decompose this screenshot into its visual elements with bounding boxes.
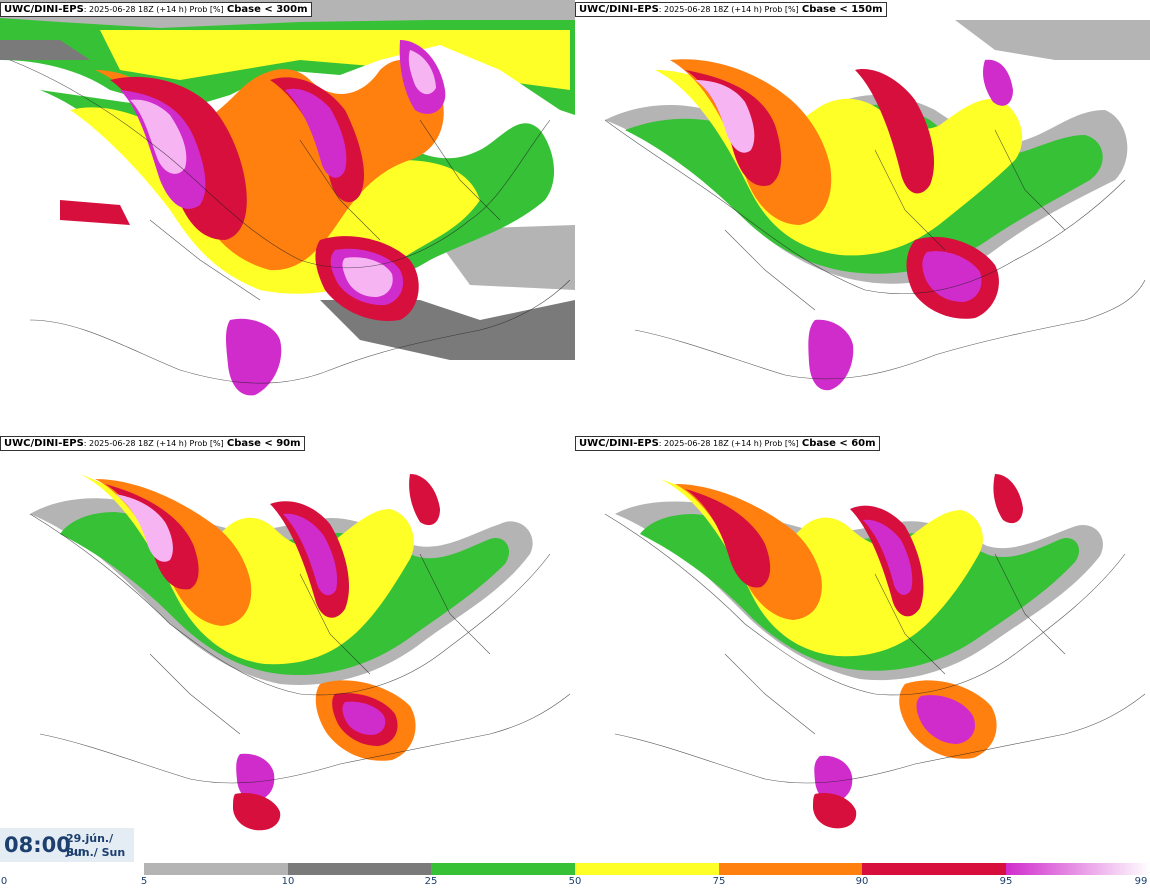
- colorbar-segment-5-10: [144, 863, 288, 875]
- valid-time-box: 08:00 29.jún./ Jun Sun./ Sun: [0, 828, 134, 862]
- map-panel-cbase-90: UWC/DINI-EPS: 2025-06-28 18Z (+14 h) Pro…: [0, 434, 575, 859]
- colorbar-tick-90: 90: [855, 876, 869, 887]
- colorbar-tick-0: 0: [0, 876, 8, 887]
- panel-title: UWC/DINI-EPS: 2025-06-28 18Z (+14 h) Pro…: [0, 436, 305, 451]
- valid-day: Sun./ Sun: [66, 846, 126, 859]
- iceland-probability-map: [0, 0, 575, 425]
- colorbar-tick-95: 95: [999, 876, 1013, 887]
- valid-time-clock: 08:00: [4, 833, 71, 857]
- valid-date: 29.jún./ Jun: [66, 832, 114, 858]
- colorbar-segment-90-95: [862, 863, 1006, 875]
- probability-colorbar: [144, 863, 1150, 875]
- colorbar-tick-25: 25: [424, 876, 438, 887]
- colorbar-segment-50-75: [575, 863, 719, 875]
- colorbar-tick-99: 99: [1134, 876, 1148, 887]
- map-panel-cbase-60: UWC/DINI-EPS: 2025-06-28 18Z (+14 h) Pro…: [575, 434, 1150, 859]
- iceland-probability-map: [0, 434, 575, 859]
- map-panel-cbase-300: UWC/DINI-EPS: 2025-06-28 18Z (+14 h) Pro…: [0, 0, 575, 425]
- colorbar-tick-10: 10: [281, 876, 295, 887]
- colorbar-segment-25-50: [431, 863, 575, 875]
- panel-title: UWC/DINI-EPS: 2025-06-28 18Z (+14 h) Pro…: [575, 436, 880, 451]
- colorbar-segment-10-25: [288, 863, 431, 875]
- panel-title: UWC/DINI-EPS: 2025-06-28 18Z (+14 h) Pro…: [0, 2, 312, 17]
- colorbar-tick-50: 50: [568, 876, 582, 887]
- map-panel-cbase-150: UWC/DINI-EPS: 2025-06-28 18Z (+14 h) Pro…: [575, 0, 1150, 425]
- panel-title: UWC/DINI-EPS: 2025-06-28 18Z (+14 h) Pro…: [575, 2, 887, 17]
- iceland-probability-map: [575, 0, 1150, 425]
- colorbar-tick-5: 5: [140, 876, 148, 887]
- colorbar-segment-75-90: [719, 863, 862, 875]
- iceland-probability-map: [575, 434, 1150, 859]
- colorbar-tick-75: 75: [712, 876, 726, 887]
- colorbar-segment-95-99: [1006, 863, 1150, 875]
